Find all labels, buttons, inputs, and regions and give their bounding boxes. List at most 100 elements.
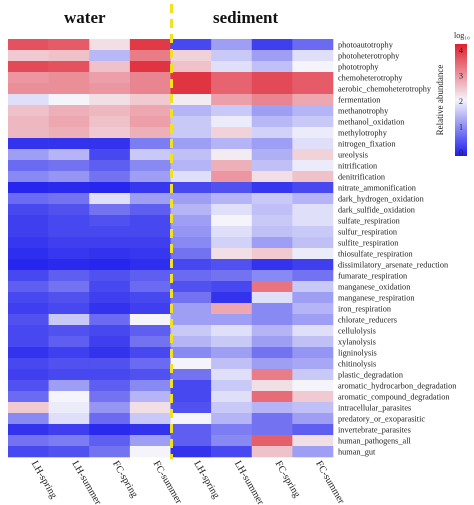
heatmap-cell <box>251 127 293 139</box>
heatmap-cell <box>170 160 212 172</box>
heatmap-cell <box>251 182 293 194</box>
heatmap-cell <box>292 204 334 216</box>
heatmap-cell <box>89 446 131 458</box>
colorbar-tick-label: 3 <box>459 72 463 81</box>
heatmap-cell <box>292 138 334 150</box>
heatmap-cell <box>251 204 293 216</box>
heatmap-cell <box>292 50 334 62</box>
colorbar-tick-label: 1 <box>459 123 463 132</box>
heatmap-cell <box>292 83 334 95</box>
heatmap-cell <box>89 259 131 271</box>
heatmap-cell <box>292 116 334 128</box>
heatmap-cell <box>211 61 253 73</box>
heatmap-cell <box>89 358 131 370</box>
heatmap-cell <box>89 127 131 139</box>
heatmap-cell <box>48 446 90 458</box>
heatmap-cell <box>89 303 131 315</box>
row-label: manganese_oxidation <box>338 283 411 292</box>
heatmap-cell <box>89 193 131 205</box>
heatmap-cell <box>8 226 49 238</box>
heatmap-cell <box>89 391 131 403</box>
heatmap-cell <box>251 72 293 84</box>
heatmap-cell <box>129 127 171 139</box>
heatmap-cell <box>129 325 171 337</box>
heatmap-cell <box>292 61 334 73</box>
heatmap-cell <box>8 391 49 403</box>
heatmap-cell <box>8 160 49 172</box>
heatmap-cell <box>170 105 212 117</box>
row-label: sulfate_respiration <box>338 217 401 226</box>
heatmap-cell <box>89 369 131 381</box>
heatmap-cell <box>251 424 293 436</box>
heatmap-cell <box>211 347 253 359</box>
heatmap-cell <box>292 446 334 458</box>
heatmap-cell <box>129 149 171 161</box>
heatmap-cell <box>89 94 131 106</box>
heatmap-cell <box>8 259 49 271</box>
heatmap-cell <box>170 314 212 326</box>
row-label: nitrogen_fixation <box>338 140 396 149</box>
heatmap-cell <box>129 204 171 216</box>
heatmap-cell <box>292 369 334 381</box>
heatmap-cell <box>211 259 253 271</box>
row-label: iron_respiration <box>338 305 392 314</box>
heatmap-cell <box>292 336 334 348</box>
heatmap-cell <box>292 303 334 315</box>
heatmap-cell <box>8 402 49 414</box>
column-label: LH-summer <box>69 459 103 505</box>
heatmap-cell <box>129 61 171 73</box>
heatmap-cell <box>211 83 253 95</box>
column-label: FC-summer <box>151 459 185 505</box>
heatmap-cell <box>129 380 171 392</box>
heatmap-cell <box>129 314 171 326</box>
heatmap-cell <box>211 105 253 117</box>
heatmap-cell <box>89 413 131 425</box>
heatmap-cell <box>48 248 90 260</box>
heatmap-cell <box>129 105 171 117</box>
heatmap-cell <box>89 39 131 51</box>
heatmap-cell <box>129 435 171 447</box>
heatmap-cell <box>211 281 253 293</box>
column-label: LH-spring <box>29 459 59 501</box>
row-label: chitinolysis <box>338 360 376 369</box>
row-label: dark_hydrogen_oxidation <box>338 195 425 204</box>
heatmap-cell <box>170 424 212 436</box>
row-label: sulfur_respiration <box>338 228 398 237</box>
heatmap-cell <box>8 347 49 359</box>
heatmap-cell <box>8 314 49 326</box>
heatmap-cell <box>89 380 131 392</box>
heatmap-cell <box>251 39 293 51</box>
heatmap-cell <box>48 204 90 216</box>
row-label: fumarate_respiration <box>338 272 408 281</box>
heatmap-cell <box>129 248 171 260</box>
heatmap-cell <box>8 127 49 139</box>
heatmap-cell <box>251 116 293 128</box>
heatmap-cell <box>251 226 293 238</box>
heatmap-cell <box>89 182 131 194</box>
heatmap-cell <box>211 270 253 282</box>
heatmap-cell <box>129 116 171 128</box>
row-label: human_pathogens_all <box>338 437 412 446</box>
heatmap-cell <box>170 413 212 425</box>
heatmap-cell <box>89 160 131 172</box>
heatmap-cell <box>211 237 253 249</box>
heatmap-cell <box>251 149 293 161</box>
heatmap-cell <box>8 336 49 348</box>
heatmap-cell <box>170 391 212 403</box>
heatmap-cell <box>170 336 212 348</box>
heatmap-cell <box>211 336 253 348</box>
heatmap-cell <box>211 116 253 128</box>
heatmap-cell <box>8 171 49 183</box>
heatmap-cell <box>211 402 253 414</box>
heatmap-cell <box>211 380 253 392</box>
heatmap-cell <box>48 226 90 238</box>
heatmap-cell <box>48 138 90 150</box>
heatmap-cell <box>48 281 90 293</box>
heatmap-cell <box>48 325 90 337</box>
heatmap-cell <box>48 303 90 315</box>
heatmap-cell <box>170 72 212 84</box>
heatmap-cell <box>211 446 253 458</box>
heatmap-cell <box>48 94 90 106</box>
heatmap-cell <box>170 94 212 106</box>
heatmap-cell <box>211 204 253 216</box>
